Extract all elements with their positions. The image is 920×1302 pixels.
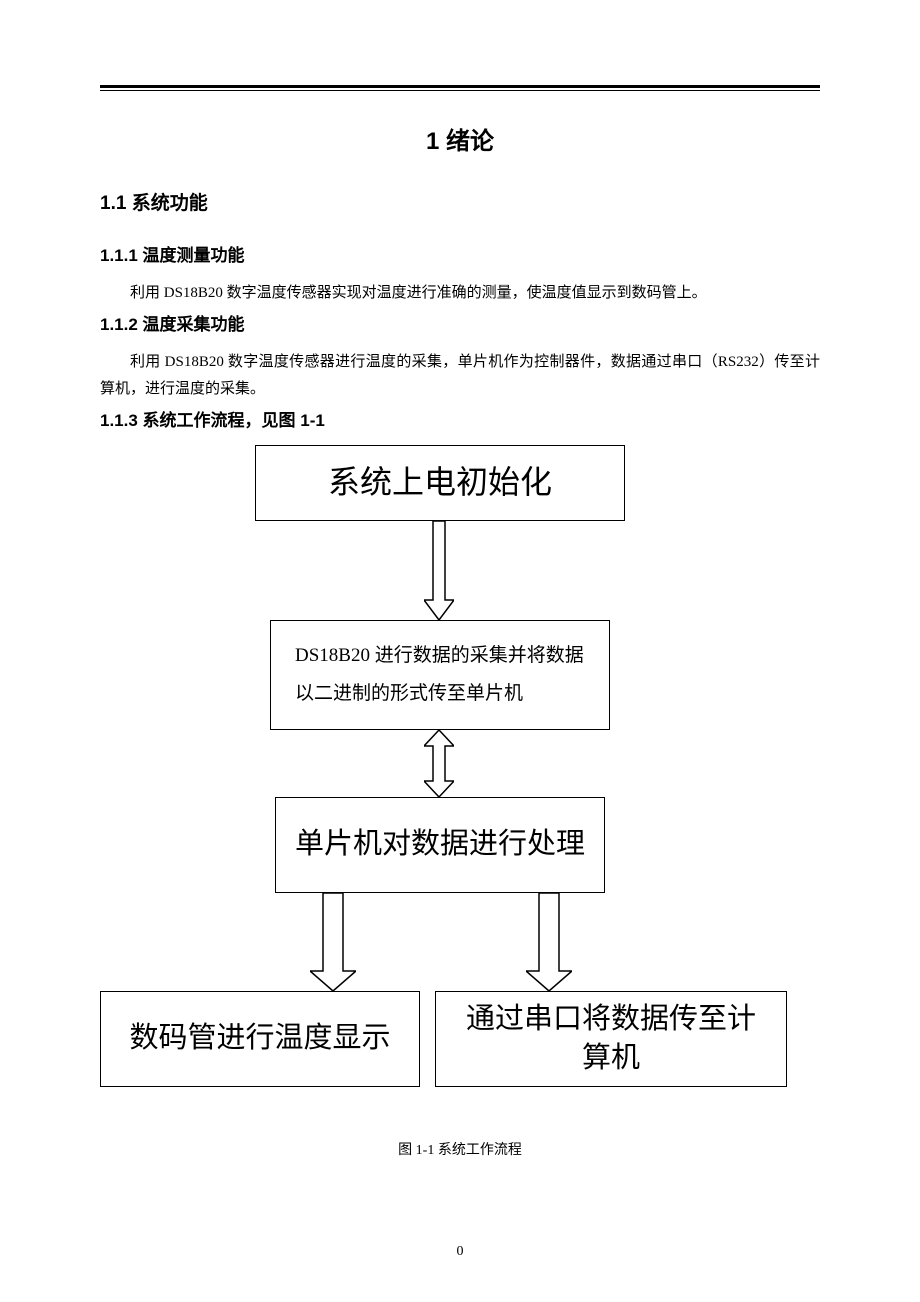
flow-node-n2: DS18B20 进行数据的采集并将数据以二进制的形式传至单片机 (270, 620, 610, 730)
flow-arrow-a3 (310, 893, 356, 991)
section-1-1-2: 1.1.2 温度采集功能 (100, 310, 820, 335)
flow-arrow-a1 (424, 521, 454, 620)
section-1-1-1: 1.1.1 温度测量功能 (100, 241, 820, 266)
flow-arrow-a2 (424, 730, 454, 797)
flow-node-n5: 通过串口将数据传至计算机 (435, 991, 787, 1087)
figure-caption: 图 1-1 系统工作流程 (100, 1139, 820, 1159)
section-1-1: 1.1 系统功能 (100, 188, 820, 215)
para-1-1-1: 利用 DS18B20 数字温度传感器实现对温度进行准确的测量，使温度值显示到数码… (100, 280, 820, 306)
flow-node-n1: 系统上电初始化 (255, 445, 625, 521)
section-1-1-3: 1.1.3 系统工作流程，见图 1-1 (100, 406, 820, 431)
top-rule (100, 85, 820, 91)
flow-node-n3: 单片机对数据进行处理 (275, 797, 605, 893)
flow-arrow-a4 (526, 893, 572, 991)
flow-node-n4: 数码管进行温度显示 (100, 991, 420, 1087)
flowchart: 系统上电初始化 DS18B20 进行数据的采集并将数据以二进制的形式传至单片机单片… (100, 445, 820, 1135)
para-1-1-2: 利用 DS18B20 数字温度传感器进行温度的采集，单片机作为控制器件，数据通过… (100, 349, 820, 402)
page-number: 0 (0, 1244, 920, 1260)
chapter-title: 1 绪论 (100, 121, 820, 156)
